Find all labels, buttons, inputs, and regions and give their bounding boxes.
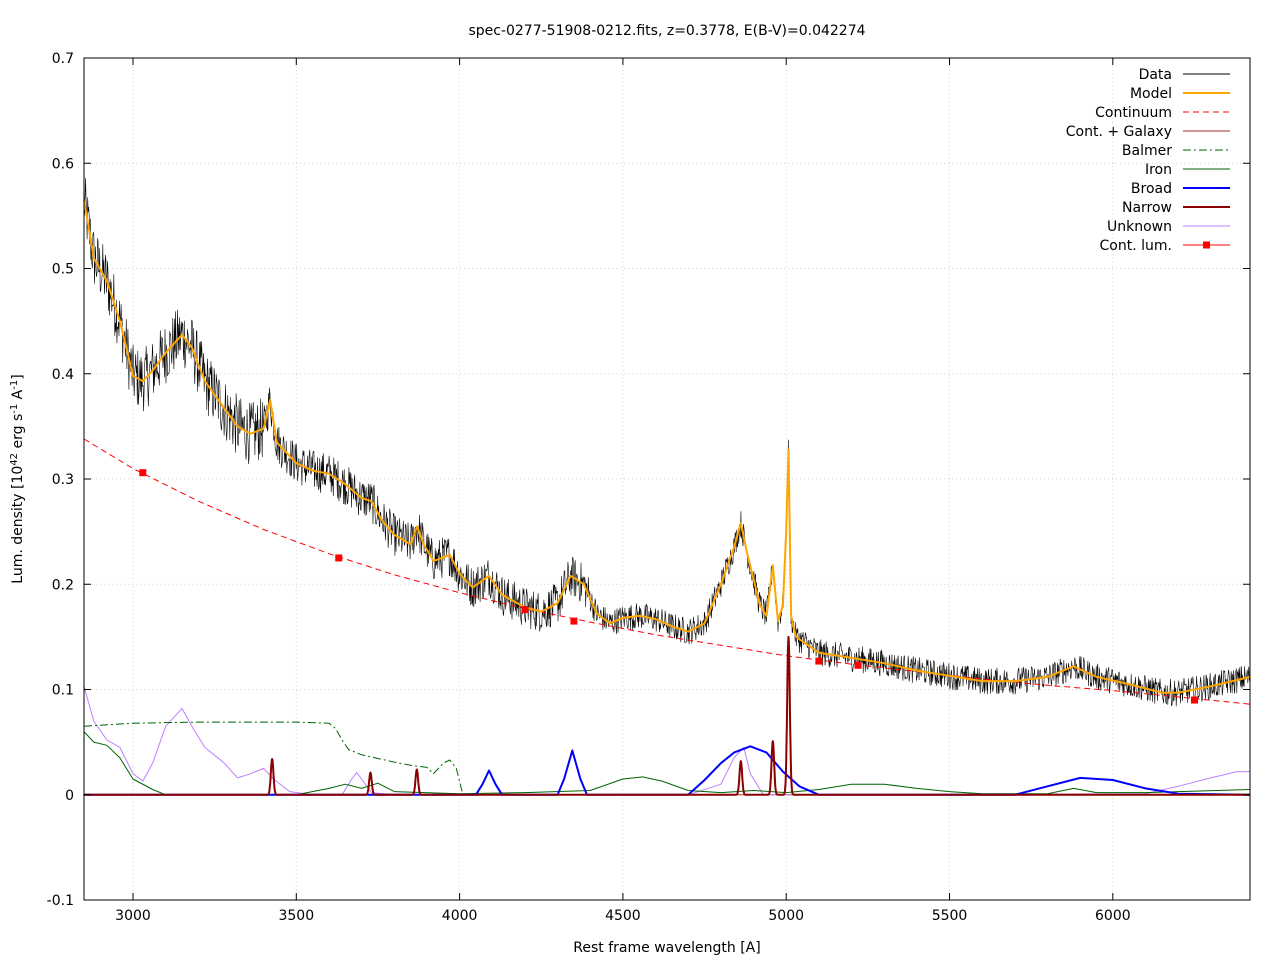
y-tick-label: 0.5 [52, 262, 74, 278]
y-tick-label: 0.1 [52, 683, 74, 699]
legend-label: Model [1130, 86, 1172, 102]
cont-lum-point [139, 469, 147, 477]
y-label-mid2: A [10, 389, 26, 403]
legend-label: Broad [1131, 181, 1172, 197]
x-tick-label: 3000 [115, 908, 151, 924]
x-tick-label: 5000 [768, 908, 804, 924]
curves-layer [83, 177, 1251, 796]
cont-lum-point [335, 554, 343, 562]
cont-lum-point [521, 606, 529, 614]
x-tick-label: 4000 [442, 908, 478, 924]
legend-marker [1203, 241, 1210, 249]
legend-label: Data [1139, 67, 1172, 83]
cont-lum-point [570, 617, 578, 625]
cont-lum-point [854, 661, 862, 669]
chart-title: spec-0277-51908-0212.fits, z=0.3778, E(B… [468, 23, 865, 39]
y-label-exp3: -1 [9, 380, 20, 390]
y-axis-label: Lum. density [1042 erg s-1 A-1] [9, 374, 27, 583]
y-tick-label: 0.7 [52, 51, 74, 67]
x-tick-label: 6000 [1095, 908, 1131, 924]
legend-label: Cont. lum. [1100, 238, 1172, 254]
legend-label: Iron [1145, 162, 1172, 178]
legend-label: Cont. + Galaxy [1066, 124, 1172, 140]
legend: Data Model Continuum Cont. + Galaxy Balmer Ir… [1066, 67, 1230, 254]
axes-layer: 3000 3500 4000 4500 5000 5500 6000 -0.1 0 0.1 0.2 0… [47, 51, 1250, 924]
y-tick-label: 0.6 [52, 156, 74, 172]
y-label-exp1: 42 [9, 453, 20, 466]
legend-label: Balmer [1122, 143, 1172, 159]
grid-layer [84, 57, 1250, 901]
series-continuum [83, 438, 1251, 705]
y-tick-label: 0.3 [52, 472, 74, 488]
cont-lum-point [815, 657, 823, 665]
y-label-exp2: -1 [9, 404, 20, 414]
cont-lum-point [1190, 696, 1198, 704]
x-tick-label: 3500 [278, 908, 314, 924]
y-tick-label: -0.1 [47, 893, 74, 909]
y-tick-label: 0.4 [52, 367, 74, 383]
legend-label: Continuum [1095, 105, 1172, 121]
series-model [83, 199, 1251, 694]
y-label-suffix: ] [10, 374, 26, 379]
series-data [83, 177, 1251, 707]
y-tick-label: 0 [65, 788, 74, 804]
x-axis-label: Rest frame wavelength [A] [573, 940, 760, 956]
series-iron [83, 731, 1251, 796]
legend-label: Narrow [1122, 200, 1172, 216]
x-tick-label: 5500 [932, 908, 968, 924]
y-label-mid: erg s [10, 414, 26, 453]
series-broad [84, 745, 1251, 796]
legend-label: Unknown [1107, 219, 1172, 235]
y-label-prefix: Lum. density [10 [10, 466, 26, 584]
series-narrow [83, 635, 1251, 796]
y-tick-label: 0.2 [52, 577, 74, 593]
x-tick-label: 4500 [605, 908, 641, 924]
